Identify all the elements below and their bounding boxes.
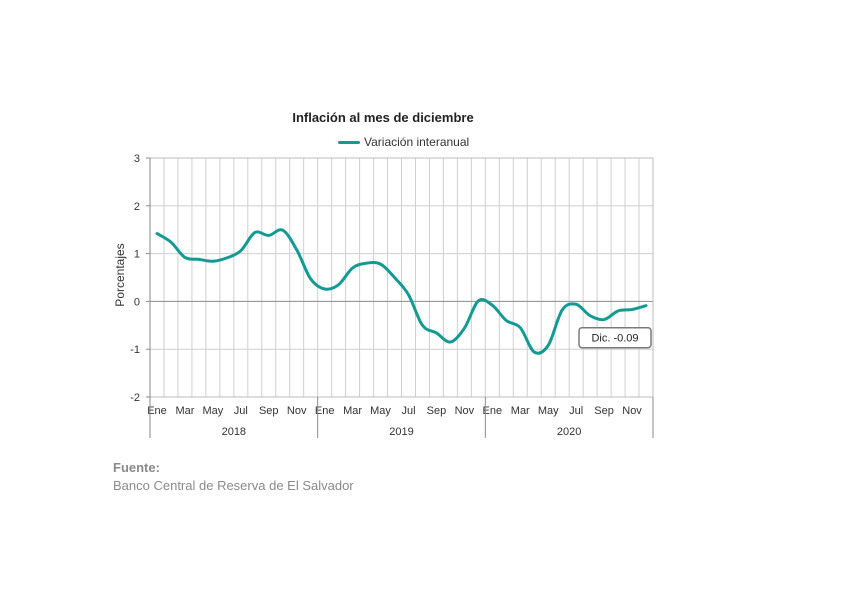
y-tick-label: 0: [134, 296, 140, 308]
year-label: 2018: [222, 426, 246, 438]
y-tick-label: 2: [134, 201, 140, 213]
source-text: Banco Central de Reserva de El Salvador: [113, 478, 354, 493]
legend-label: Variación interanual: [364, 135, 470, 149]
chart-title: Inflación al mes de diciembre: [292, 110, 474, 125]
x-tick-label: Nov: [455, 405, 475, 417]
x-tick-label: Nov: [622, 405, 642, 417]
annotation-box: [578, 326, 652, 349]
y-tick-label: -2: [130, 392, 140, 404]
x-tick-label: Ene: [147, 405, 167, 417]
source-title: Fuente:: [113, 460, 160, 475]
x-tick-label: May: [370, 405, 391, 417]
series-line: [155, 228, 648, 355]
x-tick-label: Sep: [594, 405, 614, 417]
y-tick-label: 1: [134, 249, 140, 261]
x-tick-label: Mar: [175, 405, 194, 417]
x-tick-label: May: [202, 405, 223, 417]
annotation-label: Dic. -0.09: [591, 333, 638, 345]
x-tick-label: Mar: [511, 405, 530, 417]
x-tick-label: May: [538, 405, 559, 417]
x-tick-label: Mar: [343, 405, 362, 417]
x-tick-label: Sep: [259, 405, 279, 417]
x-tick-label: Sep: [427, 405, 447, 417]
legend: Variación interanual: [338, 135, 469, 149]
source-note: Fuente: Banco Central de Reserva de El S…: [113, 460, 354, 493]
x-tick-label: Ene: [315, 405, 335, 417]
year-label: 2019: [389, 426, 413, 438]
x-tick-label: Ene: [483, 405, 503, 417]
y-tick-label: 3: [134, 153, 140, 165]
x-tick-label: Jul: [234, 405, 248, 417]
x-tick-label: Jul: [401, 405, 415, 417]
x-tick-label: Nov: [287, 405, 307, 417]
x-tick-label: Jul: [569, 405, 583, 417]
y-tick-label: -1: [130, 344, 140, 356]
plot-border: [149, 157, 654, 398]
y-axis-label: Porcentajes: [113, 243, 127, 307]
year-label: 2020: [557, 426, 581, 438]
legend-swatch: [338, 140, 360, 144]
